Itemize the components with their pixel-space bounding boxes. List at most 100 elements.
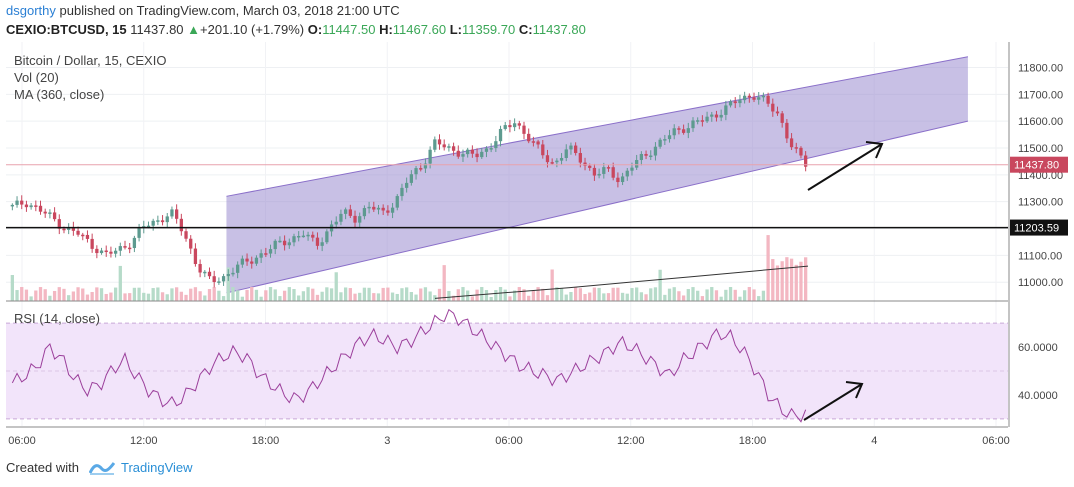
arrow-up-price[interactable] <box>807 143 883 191</box>
candle-body <box>752 97 756 100</box>
low-value: 11359.70 <box>461 22 516 37</box>
candle-body <box>583 162 587 166</box>
volume-bar <box>573 287 578 301</box>
channel-lower-line[interactable] <box>226 120 969 294</box>
volume-bar <box>71 291 76 301</box>
volume-bar <box>189 288 193 301</box>
price-tick-label: 11400.00 <box>1018 170 1063 182</box>
volume-bar <box>423 287 428 301</box>
candle-body <box>156 220 160 222</box>
time-tick-label: 06:00 <box>8 435 36 447</box>
volume-bar <box>320 291 324 301</box>
candle-body <box>160 220 165 223</box>
volume-bar <box>752 289 756 301</box>
up-arrow-icon: ▲ <box>187 22 201 37</box>
volume-bar <box>555 287 559 301</box>
candle-body <box>489 148 493 150</box>
candle-body <box>146 225 151 228</box>
candle-body <box>386 210 390 213</box>
volume-bar <box>287 287 291 301</box>
rsi-axis[interactable]: 40.0000 60.0000 <box>1018 342 1058 402</box>
volume-bar <box>273 289 277 301</box>
candle-body <box>132 237 137 249</box>
candle-body <box>381 207 385 211</box>
footer: Created with TradingView <box>6 460 193 475</box>
candle-body <box>653 146 658 156</box>
candle-body <box>569 145 573 150</box>
candle-body <box>494 141 498 149</box>
volume-bar <box>245 289 249 301</box>
volume-bar <box>630 288 634 301</box>
volume-bar <box>785 257 789 301</box>
candle-body <box>193 248 198 265</box>
candle-body <box>573 145 578 154</box>
volume-bar <box>578 288 582 301</box>
candle-body <box>81 234 85 237</box>
arrow-head-rsi <box>845 381 864 399</box>
candle-body <box>259 253 263 258</box>
candle-body <box>724 105 728 115</box>
chart-canvas[interactable]: 11000.0011100.0011200.0011300.0011400.00… <box>0 42 1074 454</box>
candle-body <box>184 231 188 239</box>
volume-bar <box>217 290 221 301</box>
volume-bar <box>757 296 761 301</box>
last-price: 11437.80 <box>130 22 184 37</box>
volume-bar <box>667 288 672 301</box>
candle-body <box>113 250 118 254</box>
candle-body <box>250 261 254 264</box>
volume-bar <box>409 292 413 301</box>
volume-bar <box>761 290 766 301</box>
close-value: 11437.80 <box>532 22 586 37</box>
volume-bar <box>386 287 390 301</box>
volume-bar <box>766 235 770 301</box>
volume-bar <box>456 289 460 301</box>
channel-upper-line[interactable] <box>226 56 969 197</box>
volume-bar <box>348 288 352 301</box>
candle-body <box>362 208 367 217</box>
time-axis[interactable]: 06:00 12:00 18:00 3 06:00 12:00 18:00 4 06:00 <box>8 435 1010 447</box>
candle-body <box>451 146 456 151</box>
candle-body <box>34 205 38 207</box>
volume-bar <box>301 291 306 301</box>
tradingview-brand-link[interactable]: TradingView <box>120 460 193 475</box>
volume-bar <box>29 296 33 301</box>
volume-bar <box>236 290 240 301</box>
candle-body <box>24 204 29 208</box>
volume-bar <box>700 296 705 301</box>
symbol-label: CEXIO:BTCUSD, 15 <box>6 22 127 37</box>
open-value: 11447.50 <box>322 22 376 37</box>
candle-body <box>536 141 540 145</box>
candle-body <box>700 120 705 122</box>
volume-bar <box>358 292 362 301</box>
candle-body <box>620 176 625 183</box>
candle-body <box>264 253 268 255</box>
volume-bar <box>146 293 151 301</box>
volume-bar <box>339 292 343 301</box>
author-link[interactable]: dsgorthy <box>6 3 56 18</box>
candle-body <box>189 238 193 249</box>
candle-body <box>123 246 127 248</box>
ohlc-line: CEXIO:BTCUSD, 15 11437.80 ▲+201.10 (+1.7… <box>6 22 586 37</box>
candle-body <box>343 209 348 214</box>
candle-body <box>43 211 47 214</box>
candle-body <box>667 135 672 140</box>
candle-body <box>625 170 629 177</box>
volume-bar <box>128 293 132 301</box>
candle-body <box>376 207 381 210</box>
candle-body <box>672 128 676 136</box>
volume-bar <box>635 287 639 301</box>
arrow-up-rsi[interactable] <box>803 383 863 421</box>
rsi-tick-label: 40.0000 <box>1018 390 1058 402</box>
candle-body <box>681 129 686 133</box>
volume-bar <box>203 295 207 301</box>
candle-body <box>151 220 155 226</box>
price-axis[interactable]: 11000.0011100.0011200.0011300.0011400.00… <box>1018 62 1063 289</box>
volume-bar <box>311 288 315 301</box>
chart-header: dsgorthy published on TradingView.com, M… <box>0 0 1074 42</box>
volume-bar <box>24 289 29 301</box>
volume-bar <box>174 287 179 301</box>
candle-body <box>550 162 554 164</box>
candle-body <box>99 250 104 254</box>
volume-bar <box>494 290 498 301</box>
volume-bar <box>663 294 667 301</box>
